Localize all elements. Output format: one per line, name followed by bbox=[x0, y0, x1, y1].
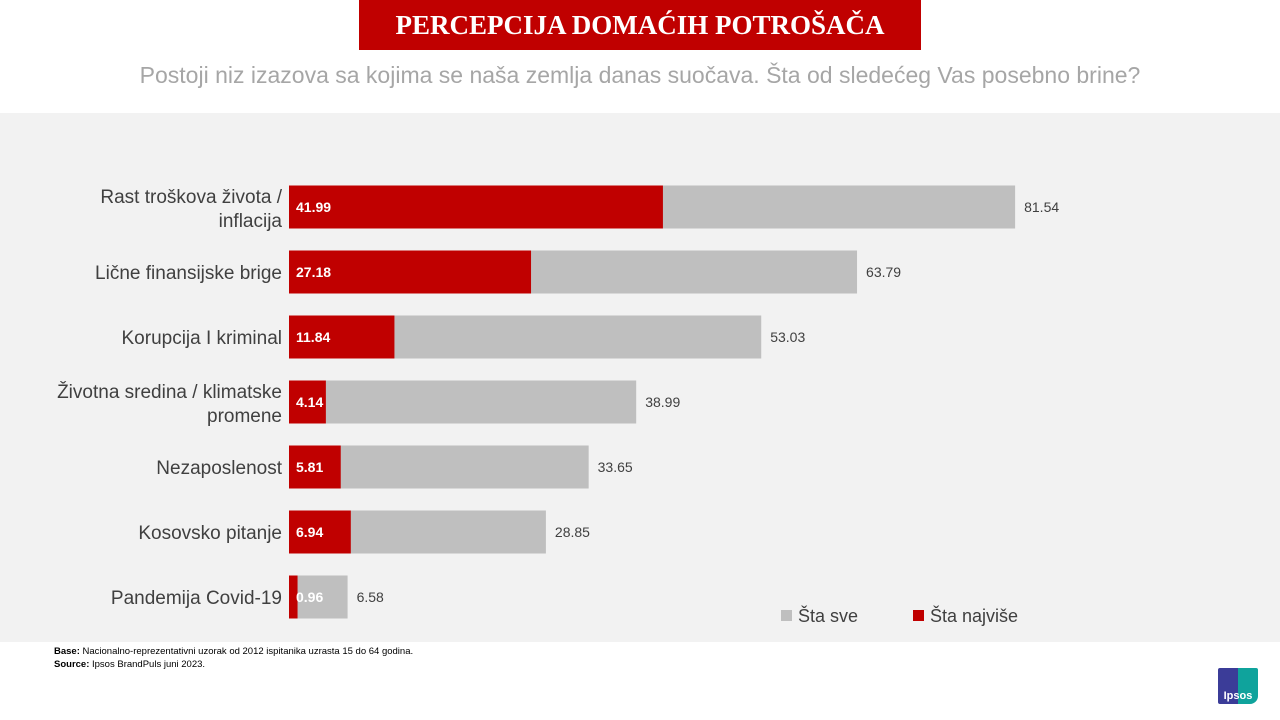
slide-title: PERCEPCIJA DOMAĆIH POTROŠAČA bbox=[359, 0, 921, 50]
value-label-sta-sve: 63.79 bbox=[866, 264, 901, 280]
value-label-sta-najvise: 6.94 bbox=[296, 524, 323, 540]
value-label-sta-najvise: 0.96 bbox=[296, 589, 323, 605]
value-label-sta-sve: 6.58 bbox=[357, 589, 384, 605]
bar-sta-najvise bbox=[289, 380, 326, 424]
value-label-sta-najvise: 4.14 bbox=[296, 394, 323, 410]
legend-label: Šta sve bbox=[798, 605, 858, 626]
legend-swatch bbox=[781, 610, 792, 621]
legend-swatch bbox=[913, 610, 924, 621]
value-label-sta-najvise: 27.18 bbox=[296, 264, 331, 280]
category-label: Korupcija I kriminal bbox=[122, 328, 283, 349]
bar-sta-najvise bbox=[289, 250, 532, 294]
value-label-sta-sve: 28.85 bbox=[555, 524, 590, 540]
category-label: Lične finansijske brige bbox=[95, 263, 282, 284]
footnote-base: Base: Nacionalno-reprezentativni uzorak … bbox=[54, 646, 414, 657]
legend-label: Šta najviše bbox=[930, 605, 1018, 626]
bar-sta-sve bbox=[289, 380, 637, 424]
value-label-sta-sve: 81.54 bbox=[1024, 199, 1059, 215]
value-label-sta-sve: 38.99 bbox=[645, 394, 680, 410]
value-label-sta-sve: 33.65 bbox=[598, 459, 633, 475]
category-label: Nezaposlenost bbox=[156, 458, 282, 479]
bar-sta-najvise bbox=[289, 445, 341, 489]
footnote-source: Source: Ipsos BrandPuls juni 2023. bbox=[54, 659, 206, 670]
value-label-sta-najvise: 41.99 bbox=[296, 199, 331, 215]
bar-sta-sve bbox=[289, 575, 348, 619]
category-label: Životna sredina / klimatske promene bbox=[57, 381, 282, 427]
category-label: Kosovsko pitanje bbox=[138, 523, 282, 544]
question-subtitle: Postoji niz izazova sa kojima se naša ze… bbox=[139, 62, 1141, 88]
bar-sta-najvise bbox=[289, 185, 663, 229]
value-label-sta-sve: 53.03 bbox=[770, 329, 805, 345]
bar-sta-najvise bbox=[289, 575, 298, 619]
bar-sta-najvise bbox=[289, 315, 395, 359]
category-label: Pandemija Covid-19 bbox=[111, 588, 282, 609]
value-label-sta-najvise: 5.81 bbox=[296, 459, 323, 475]
category-label: Rast troškova života / inflacija bbox=[100, 187, 282, 232]
bar-sta-najvise bbox=[289, 510, 351, 554]
ipsos-logo: Ipsos bbox=[1218, 668, 1258, 704]
value-label-sta-najvise: 11.84 bbox=[296, 329, 330, 345]
